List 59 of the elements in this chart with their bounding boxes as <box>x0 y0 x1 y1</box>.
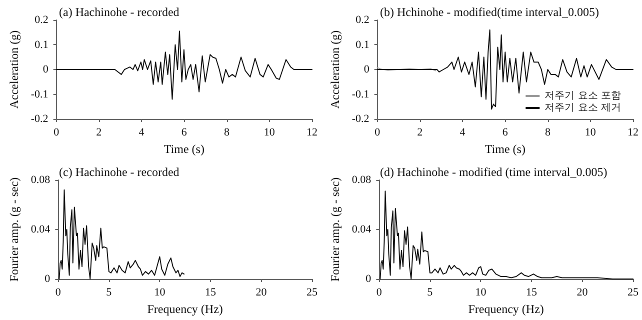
x-tick-label: 12 <box>306 126 318 138</box>
y-tick-label: -0.1 <box>30 88 48 100</box>
x-axis-title: Frequency (Hz) <box>147 302 223 316</box>
x-tick-label: 12 <box>628 126 638 138</box>
x-tick-label: 6 <box>502 126 508 138</box>
x-tick-label: 20 <box>576 286 588 298</box>
y-tick-label: -0.2 <box>30 113 48 125</box>
x-tick-label: 5 <box>427 286 434 298</box>
chart-title: (a) Hachinohe - recorded <box>59 5 180 19</box>
x-tick-label: 10 <box>475 286 487 298</box>
x-axis-title: Time (s) <box>164 142 204 156</box>
y-tick-label: 0 <box>364 64 370 76</box>
x-tick-label: 8 <box>545 126 552 138</box>
legend-label: 저주기 요소 포함 <box>544 90 621 102</box>
x-tick-label: 15 <box>526 286 538 298</box>
line-series <box>58 189 185 280</box>
chart-title: (d) Hachinohe - modified (time interval_0.005) <box>380 165 608 179</box>
y-tick-label: 0.04 <box>352 224 372 236</box>
x-tick-label: 10 <box>264 126 276 138</box>
y-axis-title: Fourier amp. (g - sec) <box>328 177 342 282</box>
x-tick-label: 4 <box>138 126 145 138</box>
y-axis-title: Fourier amp. (g - sec) <box>7 177 21 282</box>
y-tick-label: 0.1 <box>34 38 48 51</box>
y-tick-label: -0.2 <box>352 113 370 125</box>
y-tick-label: 0.08 <box>352 174 372 186</box>
x-tick-label: 2 <box>417 126 423 138</box>
chart-title: (c) Hachinohe - recorded <box>59 165 180 179</box>
y-tick-label: 0.2 <box>34 14 48 26</box>
x-axis-title: Time (s) <box>484 142 526 156</box>
line-series <box>376 29 634 110</box>
y-axis-title: Acceleration (g) <box>7 30 21 109</box>
x-tick-label: 0 <box>55 286 62 298</box>
x-tick-label: 20 <box>256 286 268 298</box>
x-tick-label: 10 <box>154 286 166 298</box>
y-tick-label: 0.04 <box>30 224 51 236</box>
x-tick-label: 0 <box>376 286 382 298</box>
y-tick-label: 0 <box>44 273 51 285</box>
x-axis-title: Frequency (Hz) <box>468 302 544 316</box>
x-tick-label: 5 <box>106 286 112 298</box>
x-tick-label: 8 <box>224 126 230 138</box>
x-tick-label: 25 <box>628 286 639 298</box>
x-tick-label: 2 <box>96 126 102 138</box>
chart-title: (b) Hchinohe - modified(time interval_0.005) <box>380 5 599 19</box>
x-tick-label: 10 <box>584 126 596 138</box>
y-tick-label: -0.1 <box>352 88 370 100</box>
line-series <box>56 30 312 100</box>
y-tick-label: 0 <box>42 64 49 76</box>
legend-label: 저주기 요소 제거 <box>544 102 621 114</box>
x-tick-label: 0 <box>54 126 60 138</box>
x-tick-label: 4 <box>460 126 466 138</box>
x-tick-label: 0 <box>374 126 381 138</box>
x-tick-label: 15 <box>204 286 216 298</box>
x-tick-label: 6 <box>181 126 188 138</box>
y-tick-label: 0.1 <box>356 38 370 51</box>
y-tick-label: 0.08 <box>30 174 51 186</box>
x-tick-label: 25 <box>306 286 318 298</box>
y-tick-label: 0 <box>366 273 372 285</box>
y-tick-label: 0.2 <box>356 14 370 26</box>
y-axis-title: Acceleration (g) <box>328 30 342 109</box>
